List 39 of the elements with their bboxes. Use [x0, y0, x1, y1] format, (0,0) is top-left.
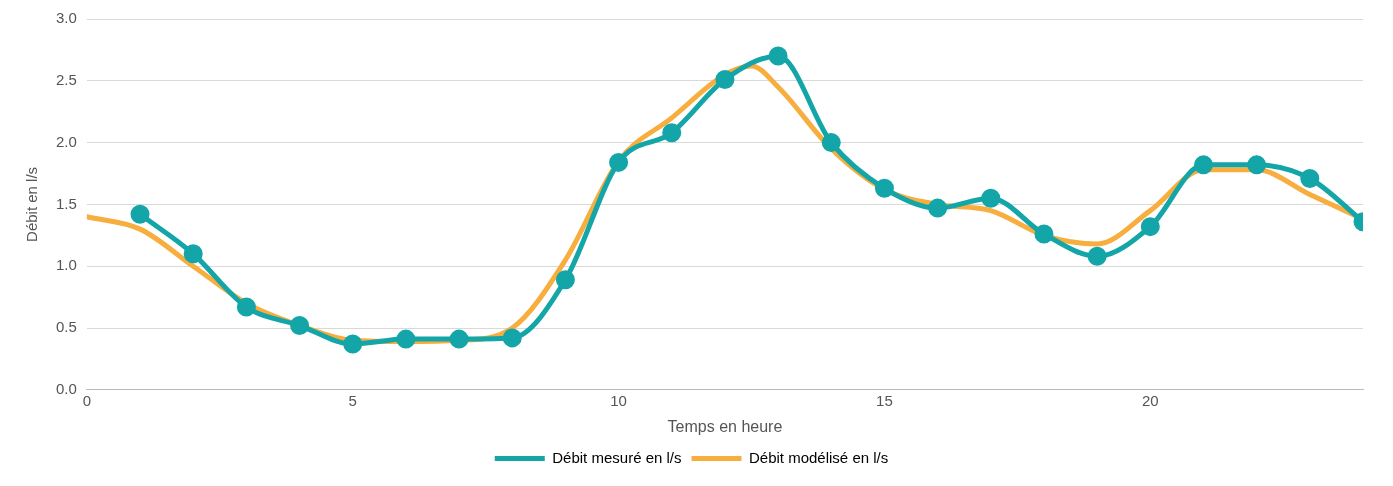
x-tick-label: 10 — [610, 391, 627, 409]
point — [555, 270, 575, 290]
point — [768, 46, 788, 66]
point — [874, 178, 894, 198]
point — [981, 188, 1001, 208]
y-tick-label: 1.0 — [55, 256, 77, 274]
point — [1247, 155, 1267, 175]
point — [396, 329, 416, 349]
point — [1300, 168, 1320, 188]
x-tick-label: 20 — [1141, 391, 1159, 409]
point — [609, 152, 629, 172]
y-tick-label: 0.0 — [55, 379, 77, 397]
point — [130, 204, 150, 224]
point — [821, 133, 841, 153]
point — [928, 198, 948, 218]
x-tick-label: 5 — [348, 391, 357, 409]
point — [183, 244, 203, 264]
legend-label: Débit modélisé en l/s — [748, 448, 889, 466]
y-tick-label: 2.0 — [55, 132, 77, 150]
y-tick-label: 3.0 — [55, 9, 77, 27]
y-tick-label: 0.5 — [55, 318, 77, 336]
x-tick-label: 15 — [876, 391, 893, 409]
point — [662, 123, 682, 143]
point — [1140, 217, 1160, 237]
x-tick-label: 0 — [82, 391, 92, 409]
point — [449, 329, 469, 349]
point — [1034, 224, 1054, 244]
point — [290, 316, 310, 336]
point — [1193, 155, 1213, 175]
point — [1087, 246, 1107, 266]
x-axis-title: Temps en heure — [667, 417, 783, 435]
y-tick-label: 1.5 — [55, 194, 77, 212]
point — [236, 297, 256, 317]
y-axis-title: Débit en l/s — [23, 166, 41, 242]
y-tick-label: 2.5 — [55, 70, 77, 88]
point — [343, 334, 363, 354]
point — [502, 328, 522, 348]
legend-label: Débit mesuré en l/s — [552, 448, 682, 466]
point — [715, 70, 735, 90]
